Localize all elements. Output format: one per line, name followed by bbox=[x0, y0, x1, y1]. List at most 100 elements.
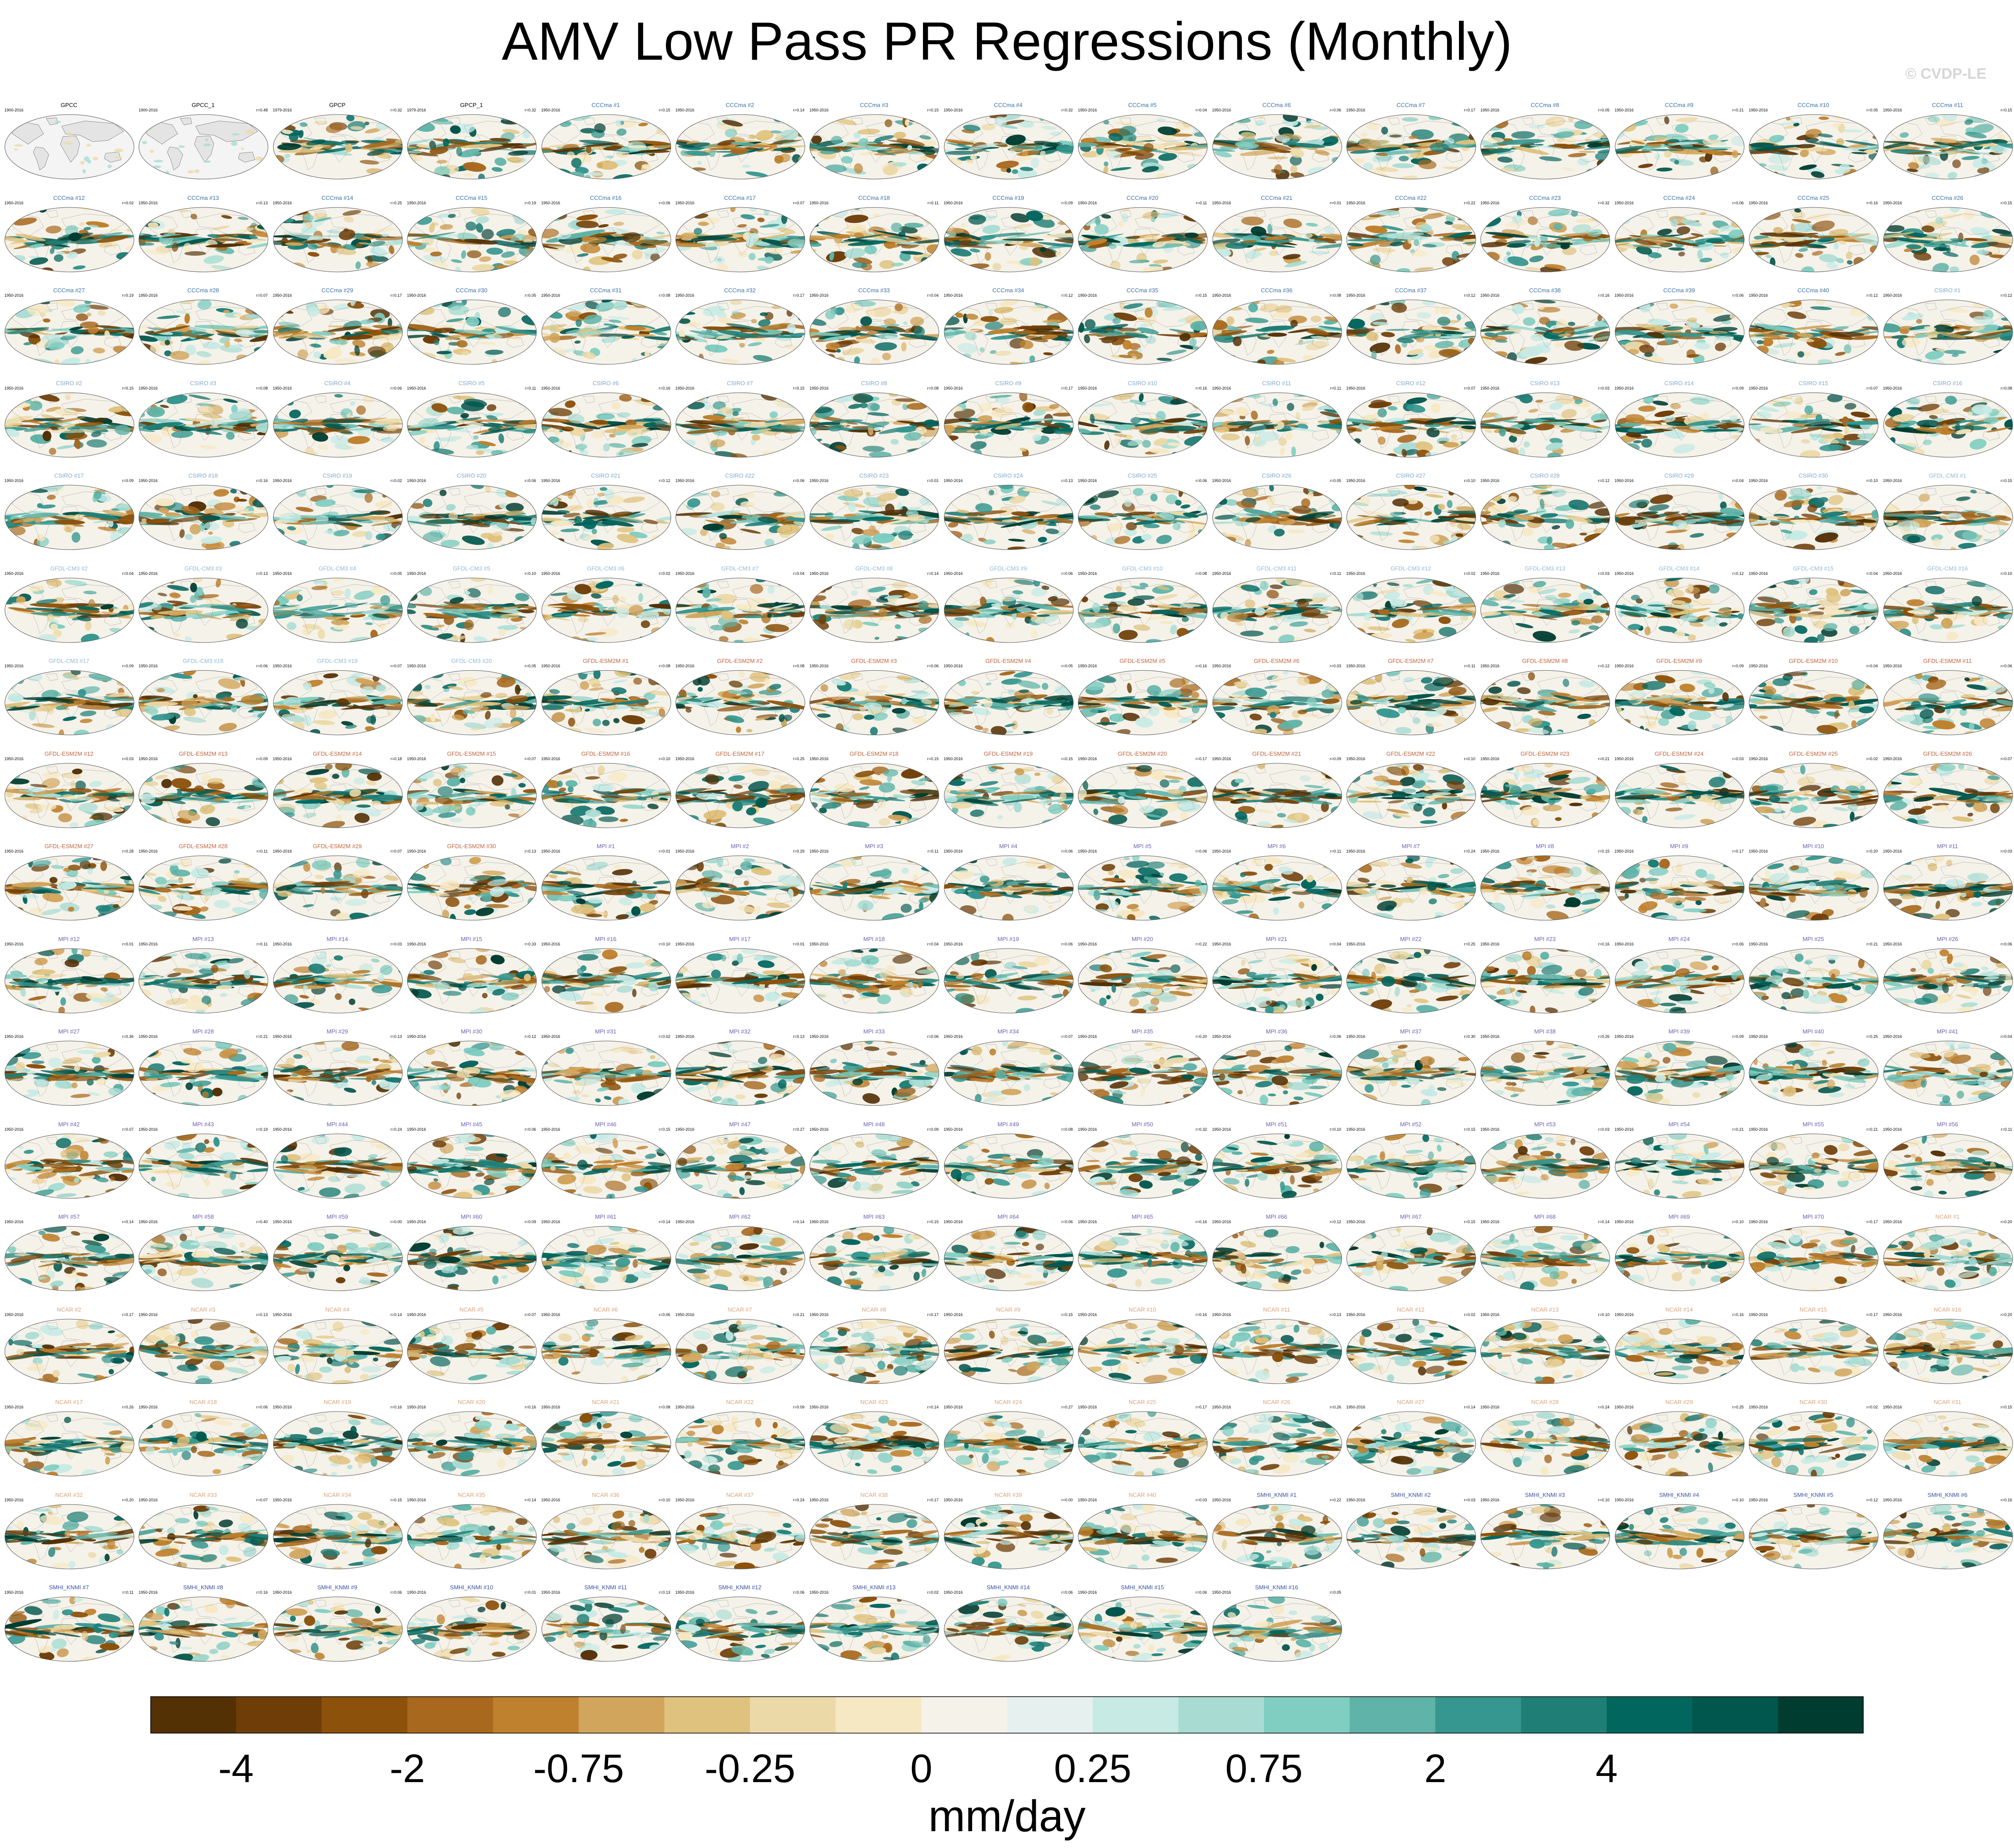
panel-correlation: r=0.24 bbox=[1598, 1405, 1610, 1409]
regression-map bbox=[809, 1041, 939, 1106]
regression-map bbox=[138, 763, 268, 828]
regression-map bbox=[407, 1319, 537, 1384]
regression-map bbox=[1078, 1041, 1208, 1106]
panel-correlation: r=0.06 bbox=[1732, 942, 1744, 946]
regression-map bbox=[1078, 299, 1208, 365]
panel-title: SMHI_KNMI #4 bbox=[1615, 1492, 1744, 1499]
panel-title: GFDL-CM3 #13 bbox=[1480, 565, 1609, 572]
panel-correlation: r=0.07 bbox=[391, 664, 402, 668]
panel-correlation: r=0.05 bbox=[525, 664, 536, 668]
regression-map bbox=[809, 1133, 939, 1198]
panel-years: 1950-2016 bbox=[1883, 1498, 1902, 1502]
panel-correlation: r=0.06 bbox=[2001, 942, 2012, 946]
panel-correlation: r=0.16 bbox=[1195, 664, 1207, 668]
map-panel: MPI #33 1950-2016 r=0.06 bbox=[809, 1028, 939, 1106]
map-panel: CSIRO #11 1950-2016 r=0.11 bbox=[1212, 380, 1342, 458]
regression-map bbox=[1883, 763, 2013, 828]
panel-correlation: r=0.15 bbox=[1061, 1312, 1073, 1317]
regression-map bbox=[675, 485, 805, 550]
panel-years: 1950-2016 bbox=[1078, 108, 1097, 112]
map-panel: SMHI_KNMI #16 1950-2016 r=0.05 bbox=[1212, 1584, 1342, 1662]
regression-map bbox=[407, 763, 537, 828]
regression-map bbox=[273, 578, 403, 643]
regression-map bbox=[1883, 855, 2013, 921]
panel-title: MPI #13 bbox=[138, 936, 268, 943]
panel-title: MPI #62 bbox=[675, 1213, 804, 1221]
panel-correlation: r=0.06 bbox=[659, 201, 670, 205]
regression-map bbox=[541, 855, 671, 921]
panel-years: 1950-2016 bbox=[809, 1127, 828, 1132]
panel-years: 1950-2016 bbox=[1346, 1127, 1365, 1132]
panel-correlation: r=0.03 bbox=[1598, 571, 1610, 576]
panel-correlation: r=0.21 bbox=[1732, 108, 1744, 112]
panel-years: 1950-2016 bbox=[407, 478, 426, 483]
panel-title: SMHI_KNMI #1 bbox=[1212, 1492, 1341, 1499]
panel-years: 1950-2016 bbox=[1615, 1220, 1634, 1224]
panel-years: 1950-2016 bbox=[1078, 1498, 1097, 1502]
regression-map bbox=[1883, 1133, 2013, 1198]
panel-years: 1950-2016 bbox=[1212, 1034, 1231, 1039]
regression-map bbox=[1883, 114, 2013, 180]
map-panel: GFDL-ESM2M #7 1950-2016 r=0.11 bbox=[1346, 658, 1476, 735]
panel-title: MPI #32 bbox=[675, 1028, 804, 1035]
panel-title: GFDL-CM3 #1 bbox=[1883, 472, 2012, 479]
map-panel: MPI #61 1950-2016 r=0.14 bbox=[541, 1213, 671, 1291]
map-panel: CCCma #20 1950-2016 r=0.11 bbox=[1078, 195, 1208, 272]
panel-years: 1950-2016 bbox=[4, 664, 23, 668]
panel-title: CCCma #25 bbox=[1749, 195, 1878, 202]
map-panel: MPI #19 1950-2016 r=0.06 bbox=[944, 936, 1074, 1014]
panel-title: MPI #28 bbox=[138, 1028, 268, 1035]
panel-title: NCAR #40 bbox=[1078, 1492, 1207, 1499]
regression-map bbox=[4, 855, 134, 921]
panel-title: SMHI_KNMI #14 bbox=[944, 1584, 1073, 1591]
panel-title: CCCma #12 bbox=[4, 195, 134, 202]
panel-years: 1950-2016 bbox=[138, 1127, 157, 1132]
panel-correlation: r=0.07 bbox=[793, 201, 804, 205]
regression-map bbox=[1480, 1319, 1610, 1384]
map-panel: GFDL-ESM2M #11 1950-2016 r=0.06 bbox=[1883, 658, 2013, 735]
panel-correlation: r=0.06 bbox=[525, 478, 536, 483]
regression-map bbox=[1346, 578, 1476, 643]
map-panel: MPI #11 1950-2016 r=0.03 bbox=[1883, 843, 2013, 921]
map-panel: MPI #42 1950-2016 r=0.07 bbox=[4, 1121, 134, 1199]
map-panel: MPI #62 1950-2016 r=0.14 bbox=[675, 1213, 805, 1291]
panel-years: 1950-2016 bbox=[541, 386, 560, 390]
colorbar-swatch bbox=[578, 1696, 665, 1733]
map-panel: MPI #14 1950-2016 r=0.03 bbox=[273, 936, 403, 1014]
regression-map bbox=[675, 392, 805, 457]
panel-years: 1950-2016 bbox=[675, 1405, 694, 1409]
panel-title: MPI #69 bbox=[1615, 1213, 1744, 1221]
panel-title: CSIRO #27 bbox=[1346, 472, 1475, 479]
regression-map bbox=[138, 948, 268, 1013]
panel-years: 1950-2016 bbox=[273, 1034, 292, 1039]
panel-years: 1950-2016 bbox=[1212, 942, 1231, 946]
panel-title: NCAR #5 bbox=[407, 1306, 536, 1313]
panel-title: MPI #50 bbox=[1078, 1121, 1207, 1128]
colorbar-swatch bbox=[322, 1696, 408, 1733]
panel-years: 1950-2016 bbox=[944, 293, 963, 298]
panel-correlation: r=0.14 bbox=[525, 1498, 536, 1502]
regression-map bbox=[1078, 855, 1208, 921]
regression-map bbox=[809, 763, 939, 828]
map-panel: CSIRO #1 1950-2016 r=0.12 bbox=[1883, 287, 2013, 365]
regression-map bbox=[1480, 1226, 1610, 1291]
panel-years: 1950-2016 bbox=[1749, 293, 1768, 298]
panel-years: 1950-2016 bbox=[675, 1127, 694, 1132]
panel-title: CSIRO #3 bbox=[138, 380, 268, 387]
regression-map bbox=[1212, 1411, 1342, 1477]
panel-correlation: r=0.12 bbox=[1866, 1498, 1878, 1502]
map-panel: GFDL-ESM2M #15 1950-2016 r=0.07 bbox=[407, 750, 537, 828]
map-panel: MPI #41 1950-2016 r=0.04 bbox=[1883, 1028, 2013, 1106]
panel-correlation: r=0.32 bbox=[1598, 201, 1610, 205]
regression-map bbox=[1883, 948, 2013, 1013]
panel-years: 1950-2016 bbox=[1078, 849, 1097, 853]
panel-title: MPI #33 bbox=[809, 1028, 938, 1035]
map-panel: GFDL-ESM2M #20 1950-2016 r=0.17 bbox=[1078, 750, 1208, 828]
panel-title: GPCP_1 bbox=[407, 102, 536, 109]
panel-years: 1950-2016 bbox=[1749, 478, 1768, 483]
map-panel: NCAR #18 1950-2016 r=0.06 bbox=[138, 1399, 268, 1477]
panel-correlation: r=0.02 bbox=[391, 478, 402, 483]
map-panel: MPI #15 1950-2016 r=0.33 bbox=[407, 936, 537, 1014]
panel-correlation: r=0.15 bbox=[1195, 293, 1207, 298]
regression-map bbox=[1883, 207, 2013, 272]
